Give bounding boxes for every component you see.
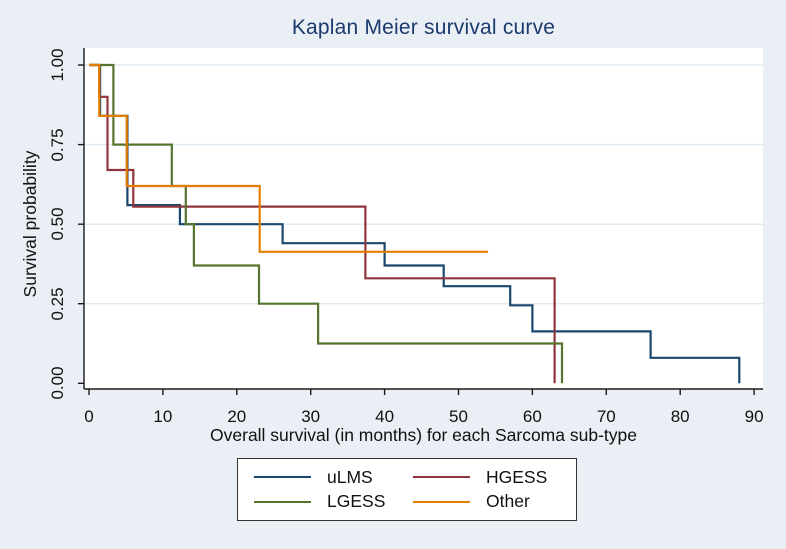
y-tick-label-0.00: 0.00 xyxy=(48,366,67,400)
legend-line-HGESS xyxy=(413,475,470,479)
legend-line-uLMS xyxy=(254,475,311,479)
x-axis-title: Overall survival (in months) for each Sa… xyxy=(210,425,637,445)
x-tick-label-70: 70 xyxy=(596,407,616,426)
series-LGESS xyxy=(89,63,564,384)
legend-line-LGESS xyxy=(254,500,311,504)
plot-svg xyxy=(78,48,763,395)
y-tick-label-0.25: 0.25 xyxy=(48,287,67,321)
x-tick-label-40: 40 xyxy=(375,407,395,426)
y-axis-title: Survival probability xyxy=(20,150,40,298)
legend-label-HGESS: HGESS xyxy=(486,466,548,487)
legend-label-uLMS: uLMS xyxy=(327,466,373,487)
x-tick-label-30: 30 xyxy=(301,407,321,426)
y-tick-label-1.00: 1.00 xyxy=(48,48,67,82)
y-tick-label-0.50: 0.50 xyxy=(48,207,67,241)
series-Other xyxy=(89,63,489,253)
legend-line-Other xyxy=(413,500,470,504)
x-tick-label-50: 50 xyxy=(449,407,468,426)
x-tick-label-90: 90 xyxy=(744,407,764,426)
x-tick-label-20: 20 xyxy=(227,407,247,426)
legend-box: uLMS HGESS LGESS Other xyxy=(237,458,577,521)
legend-label-Other: Other xyxy=(486,491,530,512)
x-tick-label-0: 0 xyxy=(84,407,94,426)
x-tick-label-60: 60 xyxy=(522,407,542,426)
legend-label-LGESS: LGESS xyxy=(327,491,386,512)
y-tick-label-0.75: 0.75 xyxy=(48,128,67,162)
x-tick-label-80: 80 xyxy=(670,407,690,426)
legend-entry-LGESS: LGESS xyxy=(248,491,407,512)
legend-entry-HGESS: HGESS xyxy=(407,467,566,488)
chart-title: Kaplan Meier survival curve xyxy=(291,16,556,39)
x-tick-label-10: 10 xyxy=(153,407,173,426)
legend-entry-Other: Other xyxy=(407,491,566,512)
legend-entry-uLMS: uLMS xyxy=(248,467,407,488)
